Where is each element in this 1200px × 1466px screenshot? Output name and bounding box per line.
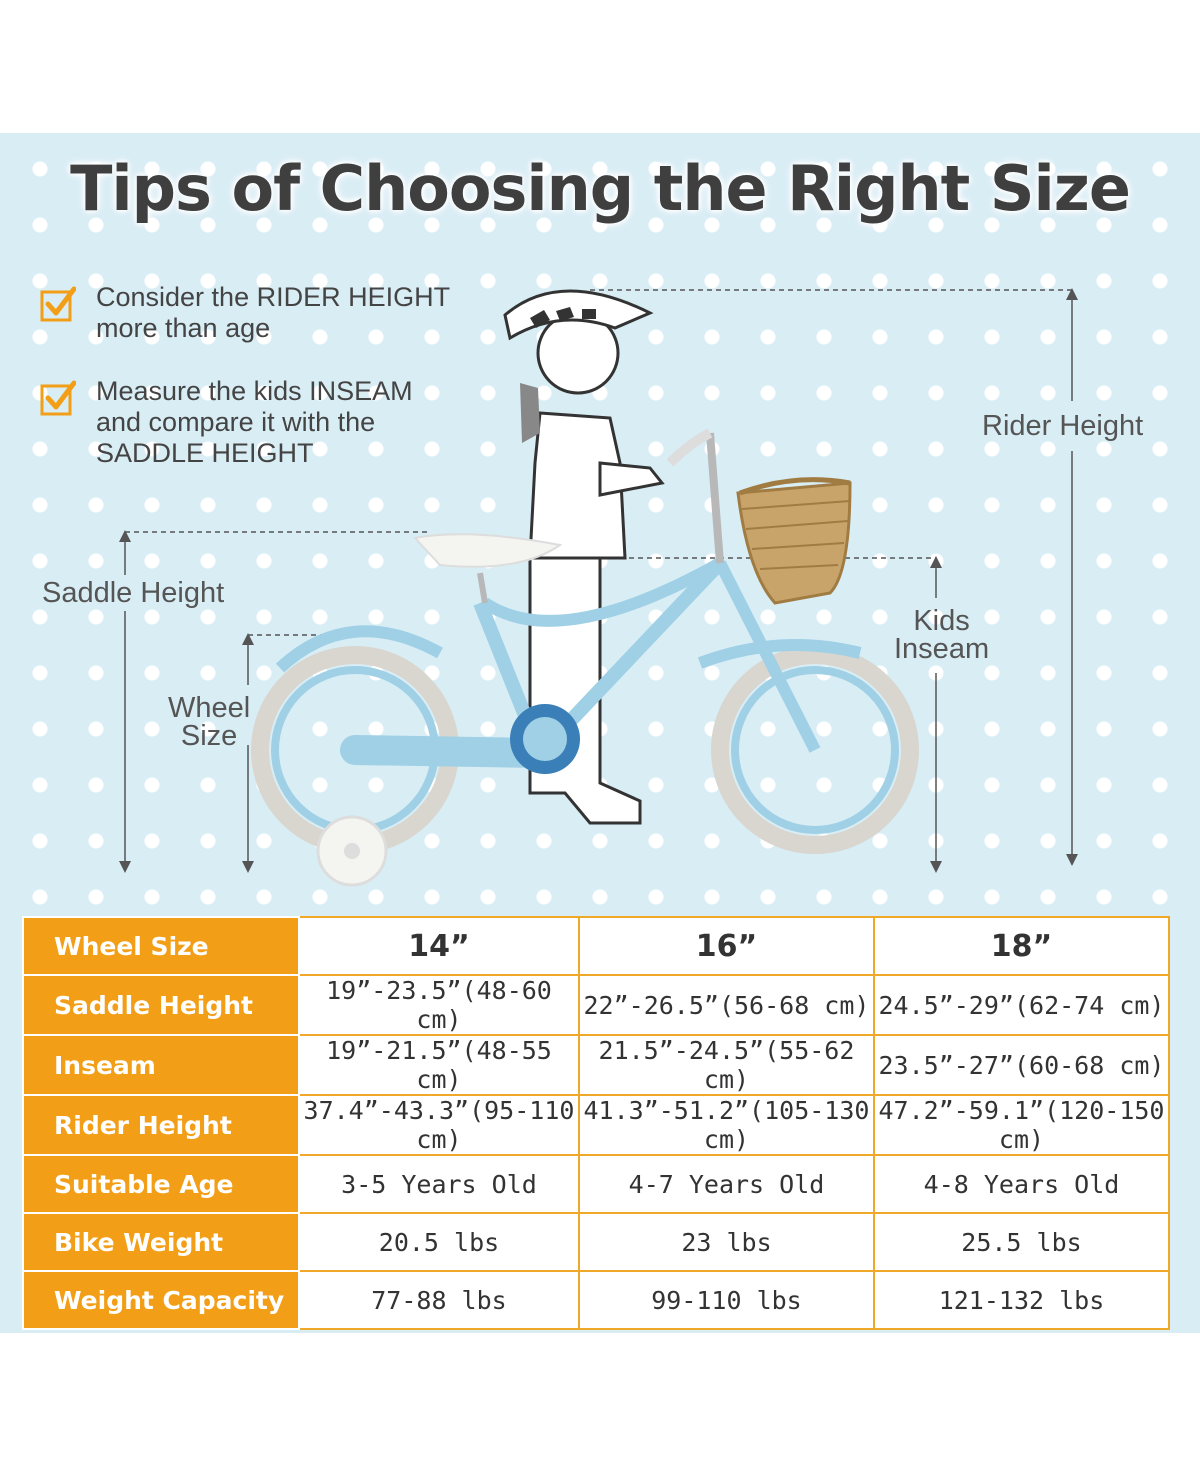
table-cell: 23.5”-27”(60-68 cm)	[872, 1034, 1171, 1096]
table-cell: 4-7 Years Old	[577, 1154, 875, 1214]
tip-inseam: Measure the kids INSEAM and compare it w…	[40, 376, 413, 469]
table-cell: 21.5”-24.5”(55-62 cm)	[577, 1034, 875, 1096]
wheel-size-label: Wheel Size	[168, 692, 251, 752]
row-header: Suitable Age	[22, 1154, 300, 1214]
column-header: 14”	[298, 916, 580, 976]
kids-inseam-label: Kids Inseam	[894, 605, 990, 665]
table-row: Inseam 19”-21.5”(48-55 cm) 21.5”-24.5”(5…	[22, 1034, 1171, 1096]
table-cell: 19”-21.5”(48-55 cm)	[298, 1034, 580, 1096]
tip-line: more than age	[96, 313, 271, 343]
row-header: Inseam	[22, 1034, 300, 1096]
table-cell: 47.2”-59.1”(120-150 cm)	[872, 1094, 1171, 1156]
row-header: Rider Height	[22, 1094, 300, 1156]
table-row: Suitable Age 3-5 Years Old 4-7 Years Old…	[22, 1154, 1171, 1214]
table-cell: 77-88 lbs	[298, 1270, 580, 1330]
checkbox-check-icon	[40, 380, 76, 416]
kids-inseam-label-line: Inseam	[894, 633, 990, 665]
table-cell: 37.4”-43.3”(95-110 cm)	[298, 1094, 580, 1156]
row-header: Weight Capacity	[22, 1270, 300, 1330]
row-header: Saddle Height	[22, 974, 300, 1036]
column-header: 16”	[577, 916, 875, 976]
table-cell: 121-132 lbs	[872, 1270, 1171, 1330]
table-row: Weight Capacity 77-88 lbs 99-110 lbs 121…	[22, 1270, 1171, 1330]
size-chart-table: Wheel Size 14” 16” 18” Saddle Height 19”…	[22, 916, 1171, 1330]
table-cell: 41.3”-51.2”(105-130 cm)	[577, 1094, 875, 1156]
tip-line: Measure the kids INSEAM	[96, 376, 413, 406]
table-row: Bike Weight 20.5 lbs 23 lbs 25.5 lbs	[22, 1212, 1171, 1272]
table-cell: 23 lbs	[577, 1212, 875, 1272]
tip-rider-height: Consider the RIDER HEIGHT more than age	[40, 282, 450, 344]
row-header: Wheel Size	[22, 916, 300, 976]
row-header: Bike Weight	[22, 1212, 300, 1272]
table-cell: 25.5 lbs	[872, 1212, 1171, 1272]
checkbox-check-icon	[40, 286, 76, 322]
table-cell: 19”-23.5”(48-60 cm)	[298, 974, 580, 1036]
table-cell: 99-110 lbs	[577, 1270, 875, 1330]
column-header: 18”	[872, 916, 1171, 976]
page-title: Tips of Choosing the Right Size	[70, 152, 1131, 225]
table-cell: 3-5 Years Old	[298, 1154, 580, 1214]
table-cell: 20.5 lbs	[298, 1212, 580, 1272]
table-row: Rider Height 37.4”-43.3”(95-110 cm) 41.3…	[22, 1094, 1171, 1156]
table-header-row: Wheel Size 14” 16” 18”	[22, 916, 1171, 976]
tip-line: and compare it with the	[96, 407, 376, 437]
tip-line: Consider the RIDER HEIGHT	[96, 282, 451, 312]
rider-height-label: Rider Height	[982, 410, 1144, 442]
wheel-size-label-line: Size	[180, 720, 238, 752]
wheel-size-label-line: Wheel	[168, 692, 251, 724]
table-cell: 4-8 Years Old	[872, 1154, 1171, 1214]
kids-inseam-label-line: Kids	[913, 605, 970, 637]
tip-line: SADDLE HEIGHT	[96, 438, 314, 468]
table-cell: 22”-26.5”(56-68 cm)	[577, 974, 875, 1036]
table-row: Saddle Height 19”-23.5”(48-60 cm) 22”-26…	[22, 974, 1171, 1036]
saddle-height-label: Saddle Height	[42, 577, 225, 609]
kid-bike-illustration	[119, 288, 1078, 887]
table-cell: 24.5”-29”(62-74 cm)	[872, 974, 1171, 1036]
